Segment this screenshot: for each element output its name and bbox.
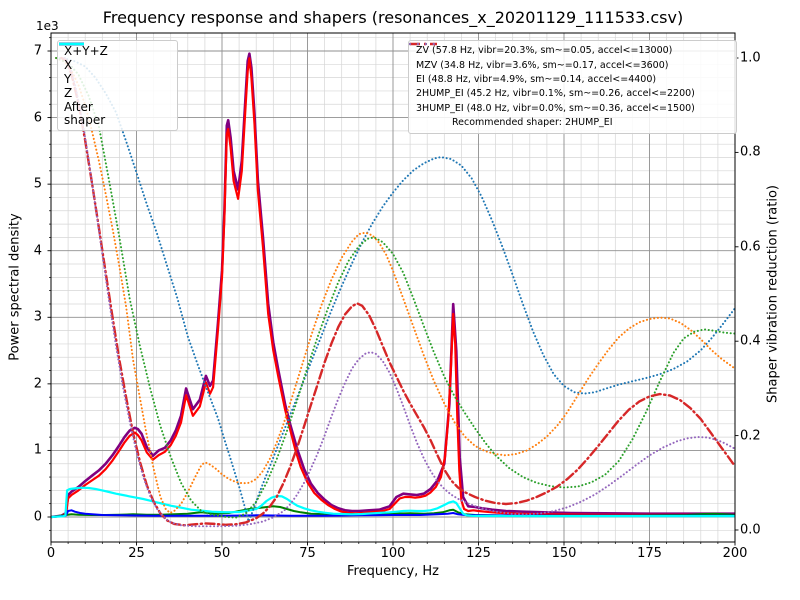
y-right-tick-label: 0.0 <box>740 522 761 538</box>
legend-shaper-label: ZV (57.8 Hz, vibr=20.3%, sm~=0.05, accel… <box>416 45 673 57</box>
legend-shaper-recommendation: Recommended shaper: 2HUMP_EI <box>416 118 729 128</box>
curve-3hump-ei <box>63 57 735 528</box>
curve-after-shaper <box>51 486 735 519</box>
legend-psd-item: Z <box>59 42 171 100</box>
y-left-axis-label: Power spectral density <box>7 213 23 361</box>
y-left-tick-label: 3 <box>33 309 42 325</box>
legend-shaper-label: 3HUMP_EI (48.0 Hz, vibr=0.0%, sm~=0.36, … <box>416 102 695 114</box>
y-left-tick-label: 5 <box>33 176 42 192</box>
x-tick-label: 150 <box>551 546 577 561</box>
y-axis-offset-label: 1e3 <box>36 19 59 33</box>
y-left-tick-label: 6 <box>33 110 42 126</box>
legend-psd-label: After shaper <box>64 100 106 127</box>
legend-shapers: ZV (57.8 Hz, vibr=20.3%, sm~=0.05, accel… <box>408 40 737 134</box>
legend-recommendation-label: Recommended shaper: 2HUMP_EI <box>452 117 613 129</box>
legend-shaper-item: 3HUMP_EI (48.0 Hz, vibr=0.0%, sm~=0.36, … <box>409 42 729 114</box>
legend-psd-label: X+Y+Z <box>64 43 108 58</box>
legend-psd-item: X <box>59 42 171 72</box>
y-right-tick-label: 0.8 <box>740 144 761 160</box>
legend-psd-label: X <box>64 57 73 72</box>
legend-psd-item: After shaper <box>59 42 171 127</box>
curve-mzv <box>55 57 735 514</box>
y-left-tick-label: 4 <box>33 243 42 259</box>
x-tick-label: 50 <box>213 546 231 561</box>
legend-shaper-item: EI (48.8 Hz, vibr=4.9%, sm~=0.14, accel<… <box>409 42 729 86</box>
legend-line-sample <box>410 42 437 46</box>
y-left-tick-label: 1 <box>33 442 42 458</box>
y-right-tick-label: 0.6 <box>740 239 761 255</box>
y-right-tick-label: 1.0 <box>740 50 761 66</box>
legend-line-sample <box>59 42 84 46</box>
legend-line-sample <box>409 42 438 46</box>
legend-shaper-item: MZV (34.8 Hz, vibr=3.6%, sm~=0.17, accel… <box>409 42 729 71</box>
y-left-tick-label: 0 <box>33 509 42 525</box>
x-tick-label: 175 <box>637 546 662 561</box>
legend-shaper-label: EI (48.8 Hz, vibr=4.9%, sm~=0.14, accel<… <box>416 74 657 86</box>
x-tick-label: 100 <box>380 546 406 561</box>
x-tick-label: 125 <box>466 546 491 561</box>
y-left-tick-label: 2 <box>33 376 42 392</box>
legend-shaper-item: ZV (57.8 Hz, vibr=20.3%, sm~=0.05, accel… <box>409 42 729 57</box>
chart-title: Frequency response and shapers (resonanc… <box>102 8 684 27</box>
legend-psd: X+Y+Z X Y Z After shaper <box>57 40 178 131</box>
legend-shaper-label: 2HUMP_EI (45.2 Hz, vibr=0.1%, sm~=0.26, … <box>416 88 695 100</box>
curve-ei <box>55 57 735 519</box>
y-right-tick-label: 0.4 <box>740 333 761 349</box>
legend-psd-label: Y <box>64 71 72 86</box>
legend-shaper-label: MZV (34.8 Hz, vibr=3.6%, sm~=0.17, accel… <box>416 59 669 71</box>
y-left-tick-label: 7 <box>33 43 42 59</box>
y-right-axis-label: Shaper vibration reduction (ratio) <box>765 185 781 403</box>
x-tick-label: 200 <box>722 546 748 561</box>
x-tick-label: 75 <box>299 546 316 561</box>
legend-shaper-item: 2HUMP_EI (45.2 Hz, vibr=0.1%, sm~=0.26, … <box>410 42 729 100</box>
legend-psd-label: Z <box>64 85 73 100</box>
x-axis-label: Frequency, Hz <box>346 564 440 579</box>
x-tick-label: 0 <box>46 546 56 561</box>
x-tick-label: 25 <box>128 546 145 561</box>
y-right-tick-label: 0.2 <box>740 428 761 444</box>
legend-psd-item: Y <box>59 42 171 86</box>
